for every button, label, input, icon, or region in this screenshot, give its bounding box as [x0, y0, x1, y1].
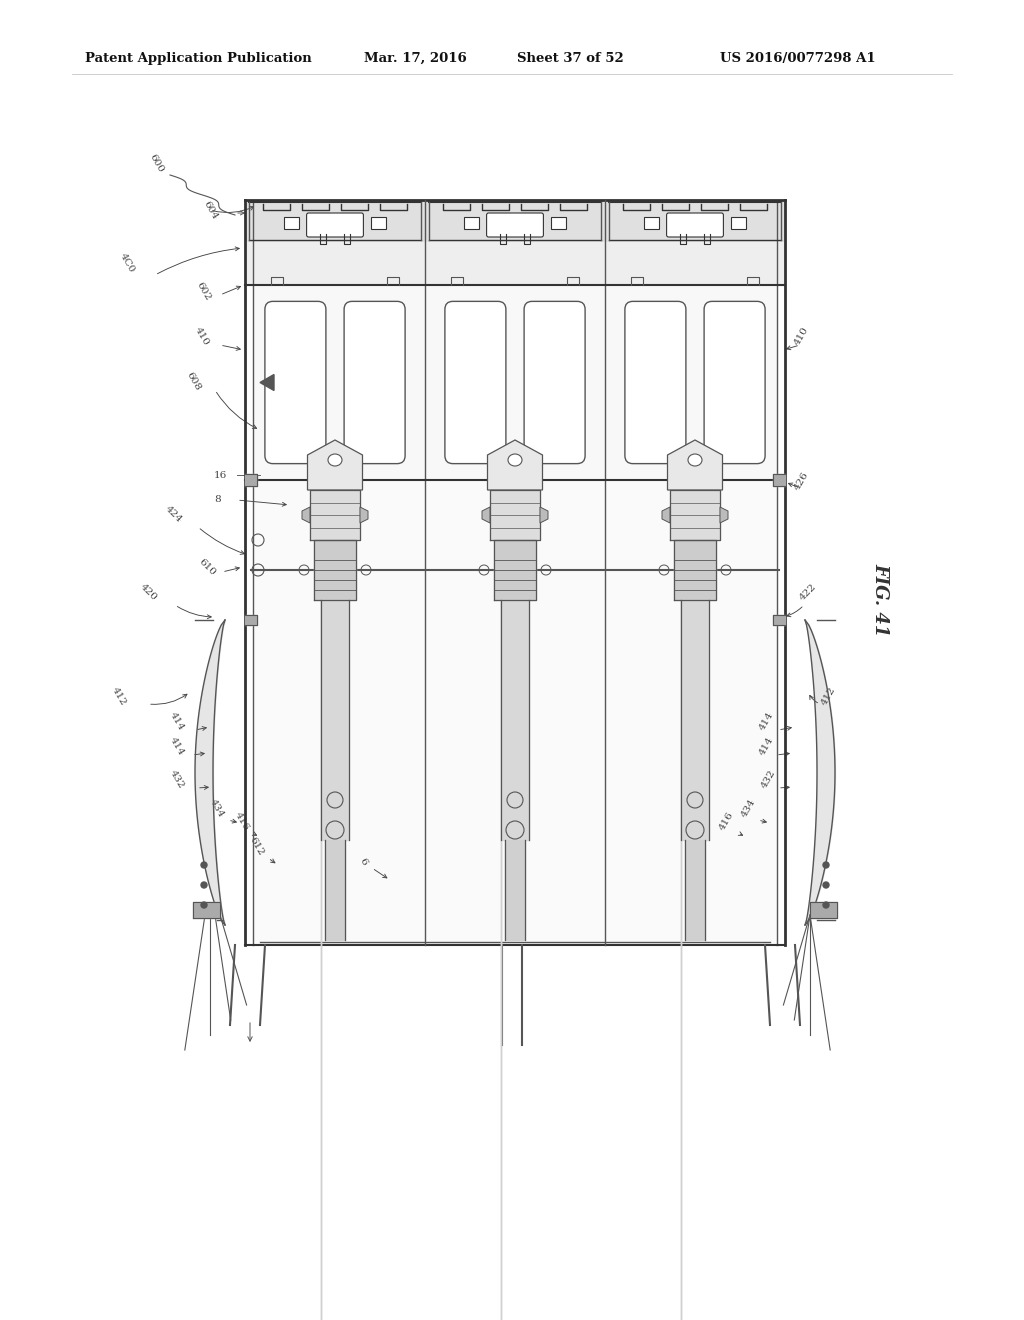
Polygon shape — [360, 507, 368, 523]
Text: 420: 420 — [138, 582, 159, 602]
Polygon shape — [302, 507, 310, 523]
Circle shape — [201, 862, 207, 869]
Text: 414: 414 — [758, 710, 776, 733]
Text: 4C0: 4C0 — [118, 251, 136, 275]
Bar — [371, 216, 386, 228]
FancyBboxPatch shape — [705, 301, 765, 463]
Bar — [731, 216, 745, 228]
FancyBboxPatch shape — [265, 301, 326, 463]
Circle shape — [823, 882, 829, 888]
Text: 410: 410 — [793, 325, 811, 347]
Bar — [672, 216, 687, 228]
Text: FIG. 41: FIG. 41 — [871, 564, 889, 636]
Text: 8: 8 — [214, 495, 220, 504]
Polygon shape — [540, 507, 548, 523]
Circle shape — [823, 862, 829, 869]
Text: 414: 414 — [168, 710, 185, 733]
Text: 416: 416 — [718, 810, 735, 832]
Text: 612: 612 — [248, 836, 266, 857]
Text: 434: 434 — [208, 797, 225, 818]
Circle shape — [201, 882, 207, 888]
Text: 414: 414 — [758, 735, 776, 756]
Polygon shape — [662, 507, 670, 523]
FancyBboxPatch shape — [625, 301, 686, 463]
Polygon shape — [668, 440, 723, 490]
Text: 434: 434 — [740, 797, 758, 818]
Circle shape — [201, 902, 207, 908]
Polygon shape — [487, 440, 543, 490]
Polygon shape — [307, 440, 362, 490]
Bar — [343, 216, 357, 228]
FancyBboxPatch shape — [444, 301, 506, 463]
Text: 608: 608 — [185, 371, 203, 392]
FancyBboxPatch shape — [667, 213, 723, 238]
Text: Patent Application Publication: Patent Application Publication — [85, 51, 311, 65]
Ellipse shape — [328, 454, 342, 466]
Text: 432: 432 — [168, 768, 185, 789]
FancyBboxPatch shape — [344, 301, 406, 463]
Text: 414: 414 — [168, 735, 185, 756]
Bar — [493, 216, 507, 228]
Text: 432: 432 — [760, 768, 778, 789]
Bar — [702, 216, 718, 228]
Polygon shape — [720, 507, 728, 523]
Text: 16: 16 — [214, 471, 227, 480]
Text: 602: 602 — [195, 280, 213, 302]
Text: 600: 600 — [148, 152, 166, 174]
FancyBboxPatch shape — [524, 301, 585, 463]
Bar — [285, 216, 299, 228]
Polygon shape — [482, 507, 490, 523]
Text: 426: 426 — [793, 470, 811, 492]
Bar — [312, 216, 327, 228]
Text: 422: 422 — [798, 582, 818, 602]
Text: 410: 410 — [193, 325, 211, 347]
FancyBboxPatch shape — [486, 213, 544, 238]
Text: US 2016/0077298 A1: US 2016/0077298 A1 — [720, 51, 876, 65]
Text: 424: 424 — [163, 504, 183, 524]
Polygon shape — [260, 375, 274, 391]
Bar — [551, 216, 566, 228]
FancyBboxPatch shape — [306, 213, 364, 238]
Text: Sheet 37 of 52: Sheet 37 of 52 — [517, 51, 624, 65]
Ellipse shape — [688, 454, 702, 466]
Bar — [523, 216, 538, 228]
Text: 6: 6 — [358, 857, 369, 867]
Circle shape — [823, 902, 829, 908]
Text: 604: 604 — [201, 199, 219, 220]
Text: 416: 416 — [233, 810, 251, 832]
Text: Mar. 17, 2016: Mar. 17, 2016 — [364, 51, 466, 65]
Text: 412: 412 — [110, 685, 128, 708]
Text: 412: 412 — [820, 685, 838, 708]
Text: 610: 610 — [197, 557, 217, 577]
Ellipse shape — [508, 454, 522, 466]
Bar — [464, 216, 479, 228]
Bar — [644, 216, 659, 228]
